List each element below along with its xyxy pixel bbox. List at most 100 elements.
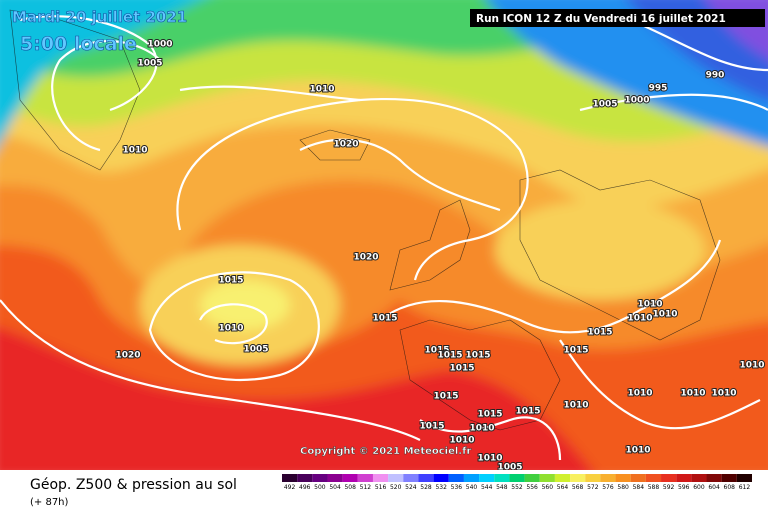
footer-lead: (+ 87h) [30,497,69,508]
isobar-label: 1015 [372,314,397,324]
legend-label: 608 [724,484,736,491]
legend-swatch [342,474,358,482]
legend-label: 512 [360,484,372,491]
legend-swatch [615,474,631,482]
run-info: Run ICON 12 Z du Vendredi 16 juillet 202… [476,13,726,25]
legend-label: 564 [557,484,569,491]
legend-label: 540 [466,484,478,491]
legend-label: 604 [708,484,720,491]
isobar-label: 1010 [739,361,764,371]
legend-label: 576 [602,484,614,491]
legend-label: 528 [420,484,432,491]
legend-label: 548 [496,484,508,491]
z500-field [0,0,768,480]
isobar-label: 1010 [309,85,334,95]
isobar-label: 1005 [137,59,162,69]
legend-swatch [736,474,752,482]
legend-swatch [463,474,480,482]
isobar-label: 995 [649,84,668,94]
legend-label: 560 [542,484,554,491]
legend-label: 532 [435,484,447,491]
legend-label: 492 [284,484,296,491]
isobar-label: 1015 [465,351,490,361]
legend-swatch [388,474,404,482]
isobars [0,15,768,461]
legend-swatch [448,474,464,482]
legend-label: 572 [587,484,599,491]
legend-label: 600 [693,484,705,491]
legend-swatch [570,474,586,482]
isobar-label: 1000 [147,40,172,50]
legend-swatch [645,474,662,482]
isobar-label: 1015 [437,351,462,361]
legend-label: 500 [314,484,326,491]
forecast-date: Mardi 20 juillet 2021 [12,8,187,26]
isobar-label: 1010 [711,389,736,399]
isobar-label: 1015 [433,392,458,402]
copyright: Copyright © 2021 Meteociel.fr [300,446,471,457]
legend-swatch [585,474,601,482]
isobar-label: 1020 [353,253,378,263]
legend-swatch [357,474,373,482]
isobar-label: 1000 [624,96,649,106]
legend-label: 536 [451,484,463,491]
legend-label: 508 [344,484,356,491]
legend-swatch [661,474,677,482]
legend-swatch [297,474,313,482]
isobar-label: 1020 [333,140,358,150]
legend-swatch [691,474,707,482]
legend-swatch [312,474,328,482]
legend-swatch [524,474,540,482]
footer-title: Géop. Z500 & pression au sol [30,477,237,493]
legend-swatch [433,474,449,482]
legend-swatch [676,474,692,482]
legend-label: 612 [739,484,751,491]
isobar-label: 1010 [627,314,652,324]
legend-swatch [494,474,510,482]
isobar-label: 1015 [587,328,612,338]
legend-label: 504 [329,484,341,491]
isobar-label: 1015 [563,346,588,356]
legend-swatch [706,474,722,482]
legend-label: 552 [511,484,523,491]
legend-swatch [721,474,737,482]
legend-swatch [479,474,495,482]
isobar-label: 990 [706,71,725,81]
legend-swatch [372,474,389,482]
legend-label: 556 [526,484,538,491]
legend-swatch [418,474,434,482]
legend-label: 580 [617,484,629,491]
isobar-label: 1015 [449,364,474,374]
isobar-label: 1010 [469,424,494,434]
isobar-label: 1005 [592,100,617,110]
isobar-label: 1020 [115,351,140,361]
legend-label: 592 [663,484,675,491]
legend-swatch [600,474,616,482]
legend-label: 520 [390,484,402,491]
legend-label: 524 [405,484,417,491]
run-banner [470,9,765,27]
legend-label: 588 [648,484,660,491]
isobar-label: 1015 [419,422,444,432]
isobar-label: 1010 [449,436,474,446]
isobar-label: 1010 [627,389,652,399]
legend-label: 584 [633,484,645,491]
isobar-label: 1010 [680,389,705,399]
legend-label: 496 [299,484,311,491]
legend-swatch [509,474,525,482]
legend-swatch [282,474,298,482]
isobar-label: 1010 [218,324,243,334]
legend-label: 596 [678,484,690,491]
isobar-label: 1010 [652,310,677,320]
isobar-label: 1005 [243,345,268,355]
forecast-time: 5:00 locale [20,33,137,55]
isobar-label: 1010 [122,146,147,156]
isobar-label: 1010 [477,454,502,464]
isobar-label: 1010 [563,401,588,411]
legend-swatch [403,474,419,482]
coastlines [9,9,721,431]
legend-swatch [327,474,343,482]
legend-label: 544 [481,484,493,491]
color-legend: 492 496 500 504 508 512 516 520 524 528 532 536 540 5… [282,474,752,491]
